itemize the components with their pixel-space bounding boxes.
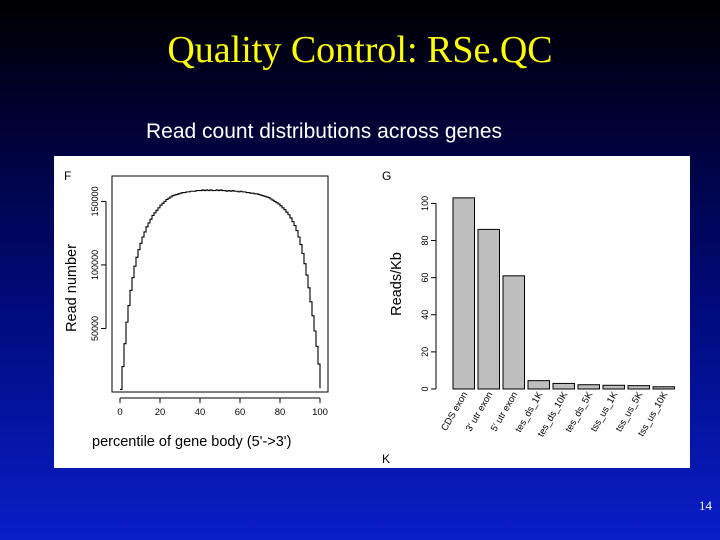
panel-label-g: G <box>382 169 391 183</box>
bar-y-tick-label: 20 <box>420 347 430 357</box>
line-x-axis: 0 20 40 60 80 100 <box>117 397 328 418</box>
bar-y-tick-label: 60 <box>420 273 430 283</box>
line-y-tick-label: 100000 <box>90 250 100 280</box>
bar <box>452 197 475 390</box>
line-x-tick-label: 60 <box>235 407 246 418</box>
line-x-tick-label: 100 <box>312 407 328 418</box>
page-number: 14 <box>699 498 712 513</box>
bar <box>577 384 600 390</box>
bar <box>552 382 575 390</box>
line-plot-frame <box>111 175 329 393</box>
figure-panel: F 0 20 40 60 80 100 50000 100000 150000 percent… <box>54 156 690 468</box>
bar-y-axis: 0 20 40 60 80 100 <box>420 196 437 392</box>
line-y-tick-label: 150000 <box>90 186 100 216</box>
slide-title: Quality Control: RSe.QC <box>167 29 553 71</box>
bar <box>602 384 625 390</box>
line-x-tick-label: 80 <box>275 407 286 418</box>
bar-series <box>452 197 675 390</box>
bar <box>652 386 675 390</box>
line-y-tick-label: 50000 <box>90 316 100 341</box>
read-number-line <box>120 189 321 391</box>
line-x-tick-label: 40 <box>195 407 206 418</box>
bar-y-tick-label: 40 <box>420 310 430 320</box>
line-x-axis-label: percentile of gene body (5'->3') <box>92 434 291 450</box>
bar <box>477 228 500 390</box>
line-x-tick-label: 20 <box>155 407 166 418</box>
line-x-tick-label: 0 <box>117 407 122 418</box>
bar <box>527 380 550 390</box>
bar-y-tick-label: 80 <box>420 236 430 246</box>
panel-label-f: F <box>64 169 71 183</box>
bar <box>627 385 650 390</box>
bar-y-tick-label: 100 <box>420 196 430 211</box>
bar <box>502 275 525 390</box>
line-y-axis: 50000 100000 150000 <box>90 186 107 341</box>
slide-subtitle: Read count distributions across genes <box>146 120 503 143</box>
line-y-axis-label: Read number <box>64 244 80 332</box>
line-chart: F 0 20 40 60 80 100 50000 100000 150000 percent… <box>64 169 329 450</box>
figure-svg: F 0 20 40 60 80 100 50000 100000 150000 percent… <box>64 169 675 466</box>
panel-label-k: K <box>382 452 390 466</box>
bar-y-axis-label: Reads/Kb <box>389 252 405 316</box>
bar-y-tick-label: 0 <box>420 386 430 391</box>
